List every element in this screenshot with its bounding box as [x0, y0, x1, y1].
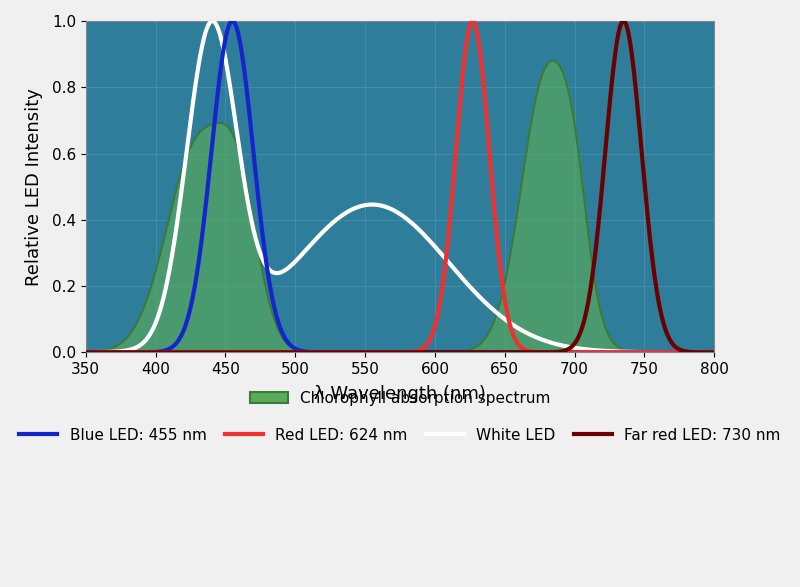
Legend: Blue LED: 455 nm, Red LED: 624 nm, White LED, Far red LED: 730 nm: Blue LED: 455 nm, Red LED: 624 nm, White…: [19, 427, 781, 443]
X-axis label: λ Wavelength (nm): λ Wavelength (nm): [314, 386, 486, 403]
Y-axis label: Relative LED Intensity: Relative LED Intensity: [26, 87, 43, 286]
